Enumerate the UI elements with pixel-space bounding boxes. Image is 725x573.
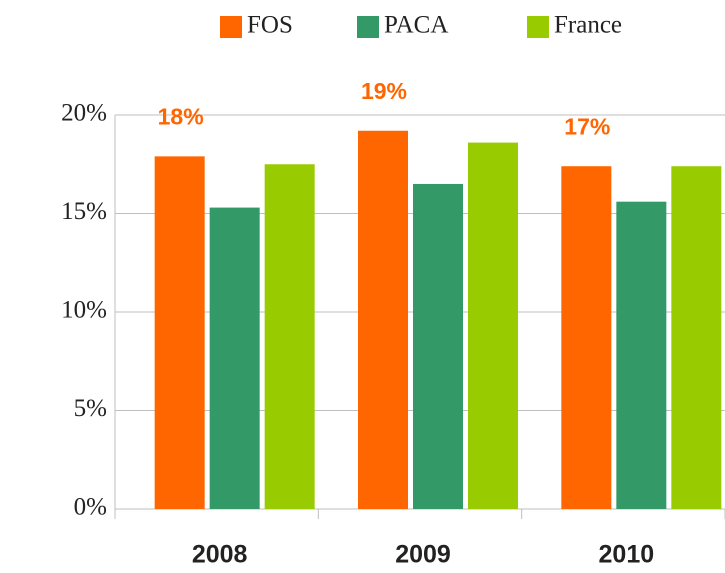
bar: [616, 201, 667, 509]
x-tick-label: 2010: [599, 541, 655, 569]
legend-label: FOS: [247, 12, 293, 39]
bar: [413, 183, 463, 509]
legend-swatch: [220, 16, 242, 38]
legend-swatch: [357, 16, 379, 38]
data-label: 17%: [564, 113, 610, 139]
y-tick-label: 5%: [74, 395, 107, 422]
bar: [671, 166, 722, 509]
bar: [154, 156, 205, 509]
y-tick-label: 10%: [61, 297, 107, 324]
bar: [561, 166, 612, 509]
bar: [358, 130, 408, 509]
bar: [209, 207, 260, 509]
legend-label: PACA: [384, 12, 448, 39]
legend-label: France: [554, 12, 622, 39]
y-tick-label: 0%: [74, 494, 107, 521]
y-tick-label: 15%: [61, 198, 107, 225]
x-tick-label: 2008: [192, 541, 248, 569]
y-tick-label: 20%: [61, 100, 107, 127]
x-tick-label: 2009: [395, 541, 451, 569]
bar: [264, 164, 315, 509]
data-label: 18%: [158, 103, 204, 129]
data-label: 19%: [361, 78, 407, 104]
bar: [468, 142, 518, 509]
legend-swatch: [527, 16, 549, 38]
